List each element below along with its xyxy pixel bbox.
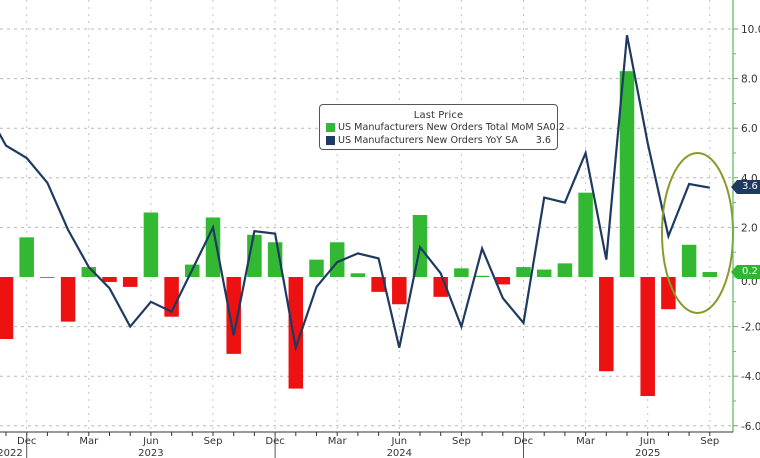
highlight-ellipse <box>661 152 734 314</box>
navy-swatch-icon <box>326 136 335 145</box>
legend-label: US Manufacturers New Orders Total MoM SA <box>338 122 550 133</box>
legend-title: Last Price <box>413 110 464 121</box>
svg-text:2025: 2025 <box>635 448 660 458</box>
legend-entry-yoy: US Manufacturers New Orders YoY SA 3.6 <box>320 134 557 147</box>
svg-text:2024: 2024 <box>387 448 412 458</box>
svg-text:-4.0: -4.0 <box>741 371 760 383</box>
svg-text:Dec: Dec <box>265 436 284 447</box>
svg-text:0.0: 0.0 <box>741 276 758 288</box>
last-value-badge-bar: 0.2 <box>731 265 760 279</box>
svg-text:Mar: Mar <box>79 436 99 447</box>
svg-text:Jun: Jun <box>639 436 656 447</box>
svg-text:6.0: 6.0 <box>741 123 758 135</box>
legend: Last Price US Manufacturers New Orders T… <box>319 104 565 150</box>
last-value-badge-line: 3.6 <box>731 180 760 194</box>
svg-text:Mar: Mar <box>328 436 348 447</box>
yoy-line-series <box>0 34 710 353</box>
svg-text:Jun: Jun <box>390 436 407 447</box>
svg-text:Sep: Sep <box>700 436 719 447</box>
legend-value: 3.6 <box>535 135 551 146</box>
svg-text:Dec: Dec <box>17 436 36 447</box>
svg-text:2022: 2022 <box>0 448 23 458</box>
gridlines <box>0 0 733 432</box>
green-swatch-icon <box>326 123 335 132</box>
svg-text:Jun: Jun <box>142 436 159 447</box>
svg-text:10.0: 10.0 <box>741 24 760 36</box>
legend-value: 0.2 <box>549 122 565 133</box>
legend-label: US Manufacturers New Orders YoY SA <box>338 135 518 146</box>
svg-text:-6.0: -6.0 <box>741 421 760 433</box>
svg-text:Sep: Sep <box>204 436 223 447</box>
legend-entry-mom: US Manufacturers New Orders Total MoM SA… <box>320 121 565 134</box>
svg-text:-2.0: -2.0 <box>741 322 760 334</box>
svg-text:2.0: 2.0 <box>741 222 758 234</box>
svg-text:Dec: Dec <box>514 436 533 447</box>
svg-text:Sep: Sep <box>452 436 471 447</box>
svg-text:2023: 2023 <box>138 448 163 458</box>
svg-text:Mar: Mar <box>576 436 596 447</box>
svg-text:8.0: 8.0 <box>741 74 758 86</box>
